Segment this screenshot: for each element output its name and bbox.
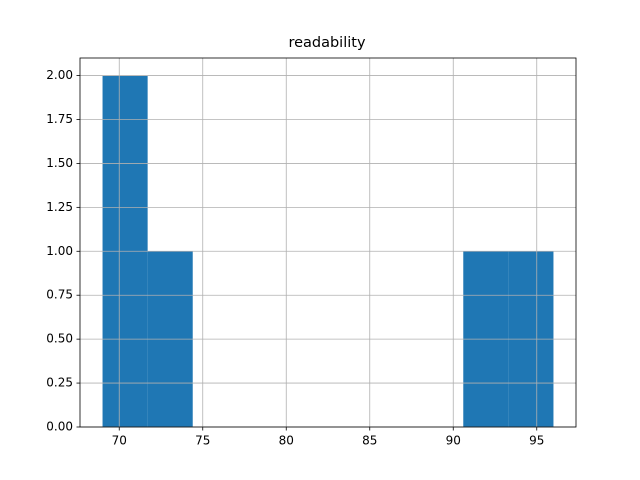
x-tick-label: 95 — [529, 434, 544, 448]
chart-title: readability — [288, 35, 366, 51]
y-tick-label: 2.00 — [46, 68, 73, 82]
x-tick-label: 90 — [446, 434, 461, 448]
y-tick-label: 1.75 — [46, 112, 73, 126]
y-tick-label: 0.00 — [46, 420, 73, 434]
x-tick-label: 75 — [195, 434, 210, 448]
x-tick-label: 70 — [112, 434, 127, 448]
y-tick-label: 1.25 — [46, 200, 73, 214]
y-tick-label: 0.50 — [46, 332, 73, 346]
y-tick-label: 1.00 — [46, 244, 73, 258]
x-tick-label: 85 — [362, 434, 377, 448]
y-tick-label: 0.75 — [46, 288, 73, 302]
x-tick-label: 80 — [279, 434, 294, 448]
y-tick-label: 1.50 — [46, 156, 73, 170]
plot-frame — [79, 57, 577, 428]
y-tick-label: 0.25 — [46, 376, 73, 390]
